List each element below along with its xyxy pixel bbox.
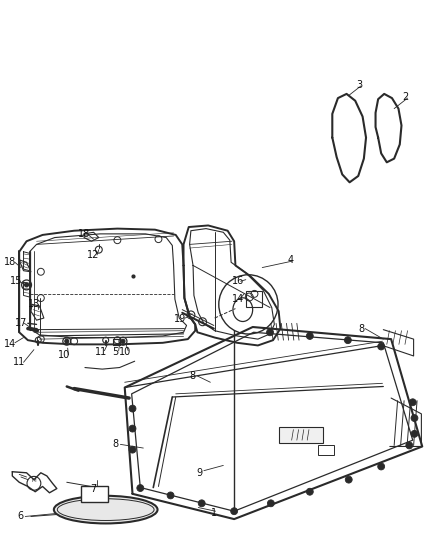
Circle shape [306,488,313,495]
Text: 8: 8 [189,371,195,381]
FancyBboxPatch shape [318,445,334,455]
Text: 6: 6 [17,512,23,521]
Circle shape [344,337,351,344]
Circle shape [137,484,144,491]
Circle shape [411,430,418,437]
Circle shape [411,415,418,422]
Text: 15: 15 [10,276,22,286]
FancyBboxPatch shape [81,486,108,502]
Text: 18: 18 [4,257,17,267]
Text: 11: 11 [95,347,107,357]
Circle shape [406,442,413,449]
Circle shape [378,463,385,470]
Circle shape [25,283,28,287]
Circle shape [231,508,237,515]
Text: 14: 14 [4,340,17,350]
Text: 12: 12 [88,250,100,260]
Text: 1: 1 [211,508,217,518]
Ellipse shape [54,496,158,523]
Circle shape [267,329,273,336]
FancyBboxPatch shape [279,427,323,443]
Circle shape [306,333,313,340]
Text: 3: 3 [357,80,363,90]
Text: 9: 9 [197,468,203,478]
Circle shape [129,425,136,432]
Circle shape [378,343,385,350]
Text: 4: 4 [287,255,293,265]
Text: 14: 14 [232,294,244,304]
Circle shape [409,399,416,406]
Circle shape [129,446,136,453]
Text: 10: 10 [58,350,71,360]
Text: 18: 18 [78,229,90,239]
Text: 5: 5 [112,347,118,357]
Text: 17: 17 [15,318,27,328]
Circle shape [129,405,136,412]
Circle shape [268,500,274,507]
Text: 10: 10 [119,347,131,357]
Circle shape [345,476,352,483]
Circle shape [167,492,174,499]
Text: 19: 19 [174,314,186,324]
Text: M: M [32,478,36,483]
Text: 13: 13 [28,300,40,309]
Text: 11: 11 [13,357,25,367]
Circle shape [121,339,125,343]
Text: 7: 7 [91,483,97,494]
Circle shape [65,339,69,343]
Text: 8: 8 [359,324,365,334]
Text: 16: 16 [232,276,244,286]
Circle shape [198,500,205,507]
Text: 8: 8 [112,439,118,449]
Text: 2: 2 [403,92,409,102]
